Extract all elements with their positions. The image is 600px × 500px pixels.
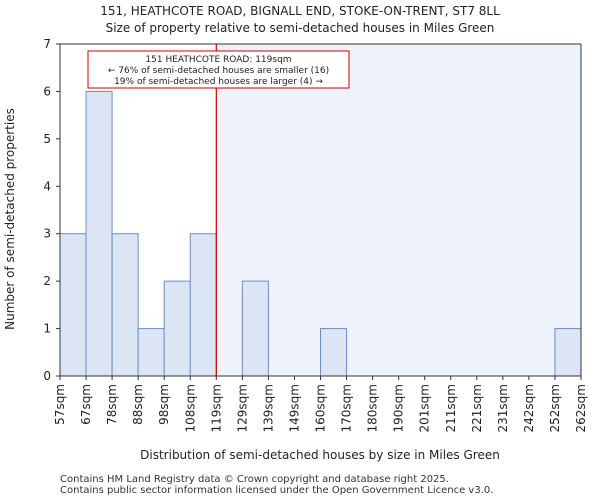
y-tick-label-5: 5 (43, 132, 51, 146)
x-axis-label: Distribution of semi-detached houses by … (140, 448, 500, 462)
x-tick-label-67sqm: 67sqm (79, 384, 93, 425)
footer: Contains HM Land Registry data © Crown c… (60, 474, 493, 496)
bar-chart: 151, HEATHCOTE ROAD, BIGNALL END, STOKE-… (3, 4, 588, 462)
bar-98sqm (163, 280, 191, 377)
annotation-line-2: ← 76% of semi-detached houses are smalle… (108, 66, 329, 76)
x-tick-label-262sqm: 262sqm (574, 384, 588, 432)
x-tick-label-139sqm: 139sqm (261, 384, 275, 432)
x-tick-label-211sqm: 211sqm (444, 384, 458, 432)
x-tick-label-98sqm: 98sqm (157, 384, 171, 425)
x-tick-label-160sqm: 160sqm (314, 384, 328, 432)
x-tick-label-190sqm: 190sqm (392, 384, 406, 432)
bar-252sqm (554, 328, 582, 377)
x-tick-label-180sqm: 180sqm (366, 384, 380, 432)
bar-108sqm (189, 233, 217, 377)
x-tick-label-201sqm: 201sqm (418, 384, 432, 432)
bar-160sqm (320, 328, 348, 377)
footer-line-2: Contains public sector information licen… (60, 485, 494, 496)
y-tick-label-1: 1 (43, 322, 51, 336)
larger-region-shade (216, 44, 582, 376)
y-tick-label-2: 2 (43, 274, 51, 288)
x-tick-label-242sqm: 242sqm (522, 384, 536, 432)
bar-57sqm (59, 233, 87, 377)
x-tick-label-129sqm: 129sqm (235, 384, 249, 432)
footer-line-1: Contains HM Land Registry data © Crown c… (60, 474, 449, 485)
y-tick-label-7: 7 (43, 37, 51, 51)
x-tick-label-88sqm: 88sqm (131, 384, 145, 425)
annotation-line-1: 151 HEATHCOTE ROAD: 119sqm (145, 55, 291, 65)
x-tick-label-108sqm: 108sqm (183, 384, 197, 432)
x-tick-label-78sqm: 78sqm (105, 384, 119, 425)
bar-88sqm (137, 328, 165, 377)
y-tick-label-3: 3 (43, 227, 51, 241)
x-tick-label-221sqm: 221sqm (470, 384, 484, 432)
annotation-line-3: 19% of semi-detached houses are larger (… (114, 77, 323, 87)
chart-title: 151, HEATHCOTE ROAD, BIGNALL END, STOKE-… (100, 4, 500, 18)
x-tick-label-170sqm: 170sqm (340, 384, 354, 432)
x-tick-label-149sqm: 149sqm (287, 384, 301, 432)
x-tick-label-231sqm: 231sqm (496, 384, 510, 432)
y-tick-label-6: 6 (43, 84, 51, 98)
x-tick-label-119sqm: 119sqm (209, 384, 223, 432)
bar-78sqm (111, 233, 139, 377)
y-tick-label-4: 4 (43, 179, 51, 193)
y-axis-label: Number of semi-detached properties (3, 108, 17, 330)
x-tick-label-252sqm: 252sqm (548, 384, 562, 432)
chart-subtitle: Size of property relative to semi-detach… (106, 21, 495, 35)
bar-129sqm (241, 280, 269, 377)
y-tick-label-0: 0 (43, 369, 51, 383)
x-tick-label-57sqm: 57sqm (53, 384, 67, 425)
bar-67sqm (85, 90, 113, 377)
plot-area: 0 1 2 3 4 5 6 7 57sqm 67sqm 78sqm 88sqm 98sqm 108sqm 1… (43, 37, 588, 432)
annotation-box (87, 50, 350, 89)
